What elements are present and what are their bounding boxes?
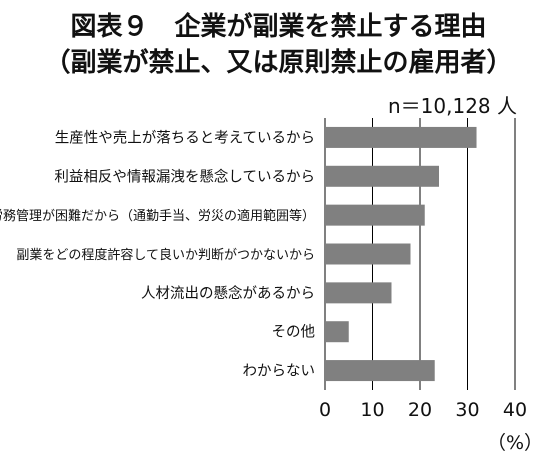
x-tick-label: 40 (503, 399, 527, 421)
chart-title-line1: 図表９ 企業が副業を禁止する理由 (70, 12, 487, 42)
chart-title-line2: （副業が禁止、又は原則禁止の雇用者） (44, 48, 513, 78)
x-tick-label: 0 (319, 399, 331, 421)
x-tick-label: 30 (455, 399, 479, 421)
category-label: 副業をどの程度許容して良いか判断がつかないから (16, 247, 315, 263)
category-label: 人材流出の懸念があるから (141, 284, 315, 302)
category-label: その他 (272, 324, 316, 341)
bar (325, 126, 477, 148)
bar (325, 321, 349, 343)
category-label: 利益相反や情報漏洩を懸念しているから (54, 167, 315, 185)
x-axis-unit: （%） (487, 432, 544, 454)
bar (325, 360, 435, 382)
x-tick-label: 10 (360, 399, 384, 421)
bar (325, 204, 425, 226)
bar (325, 282, 392, 304)
category-label: 労務管理が困難だから（通勤手当、労災の適用範囲等） (0, 208, 315, 224)
x-tick-label: 20 (408, 399, 432, 421)
sample-size-label: n＝10,128 人 (387, 94, 517, 118)
category-label: 生産性や売上が落ちると考えているから (55, 129, 315, 146)
bar (325, 243, 411, 265)
bar (325, 165, 439, 187)
category-label: わからない (243, 363, 316, 380)
